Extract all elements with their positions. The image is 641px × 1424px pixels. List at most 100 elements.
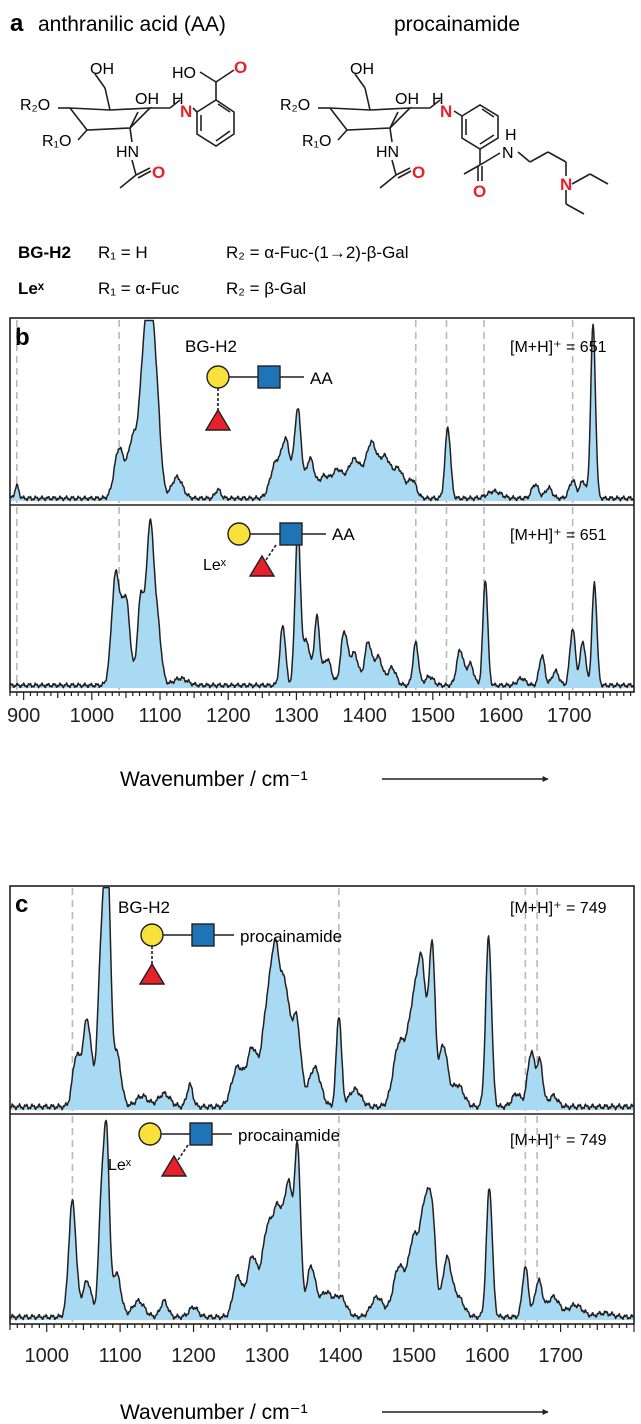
legend-name-lex: Leˣ bbox=[18, 279, 45, 298]
x-tick-label: 1200 bbox=[171, 1345, 216, 1367]
x-tick-label: 1000 bbox=[24, 1345, 69, 1367]
panel-b-bottom-glycan: AA Leˣ bbox=[203, 522, 355, 577]
spectrum-area-Leˣ bbox=[10, 519, 634, 688]
n-label-4: N bbox=[560, 175, 572, 194]
panel-c-bottom bbox=[9, 1116, 635, 1322]
spectrum-line-Leˣ bbox=[9, 518, 635, 689]
o-label-3: O bbox=[412, 163, 425, 182]
r2o-label-1: R₂O bbox=[20, 97, 50, 114]
panel-c-top-glycan: BG-H2 procainamide bbox=[118, 898, 342, 985]
aa-title: anthranilic acid (AA) bbox=[38, 13, 226, 36]
x-tick-label: 1700 bbox=[547, 705, 592, 727]
x-tick-label: 1000 bbox=[70, 705, 115, 727]
panel-a: a anthranilic acid (AA) procainamide bbox=[10, 10, 609, 298]
legend-r1-bgh2: R₁ = H bbox=[98, 243, 148, 262]
panel-c-bottom-mass: [M+H]⁺ = 749 bbox=[510, 1132, 607, 1149]
spectrum-area-BG-H2 bbox=[10, 887, 634, 1110]
x-tick-label: 1500 bbox=[392, 1345, 437, 1367]
glcnac-icon bbox=[189, 1122, 213, 1146]
panel-b-bottom bbox=[9, 507, 635, 690]
panel-c-frame bbox=[9, 885, 635, 1325]
x-tick-label: 1200 bbox=[206, 705, 251, 727]
panel-b-bottom-label: AA bbox=[332, 525, 355, 544]
panel-c-bottom-label: procainamide bbox=[238, 1126, 340, 1145]
oh-label-2: OH bbox=[135, 91, 159, 108]
n-label-3: N bbox=[502, 145, 514, 162]
r2o-label-2: R₂O bbox=[280, 97, 310, 114]
o-label-1: O bbox=[152, 163, 165, 182]
spectrum-area-Leˣ bbox=[10, 1120, 634, 1320]
h-label-2: H bbox=[432, 91, 444, 108]
x-tick-label: 1700 bbox=[538, 1345, 583, 1367]
x-tick-label: 1400 bbox=[318, 1345, 363, 1367]
x-tick-label: 1500 bbox=[411, 705, 456, 727]
panel-b-x-label: Wavenumber / cm⁻¹ bbox=[120, 768, 308, 791]
hn-label-1: HN bbox=[116, 144, 139, 161]
panel-b-bottom-mass: [M+H]⁺ = 651 bbox=[510, 527, 607, 544]
panel-c: 1000 1100 1200 1300 1400 1500 1600 1700 c BG-H2… bbox=[9, 885, 635, 1424]
galactose-icon bbox=[138, 1122, 162, 1146]
x-tick-label: 1600 bbox=[465, 1345, 510, 1367]
h-label-3: H bbox=[505, 127, 517, 144]
panel-b-top-glycan-name: BG-H2 bbox=[185, 337, 237, 356]
panel-c-x-label: Wavenumber / cm⁻¹ bbox=[120, 1401, 308, 1424]
panel-b-letter: b bbox=[15, 324, 30, 351]
spectrum-line-Leˣ bbox=[9, 1119, 635, 1321]
h-label-1: H bbox=[172, 91, 184, 108]
panel-b-bottom-glycan-name: Leˣ bbox=[203, 557, 227, 574]
fucose-icon bbox=[204, 408, 232, 431]
oh-label-4: OH bbox=[395, 91, 419, 108]
fucose-icon bbox=[248, 554, 276, 577]
panel-b-top bbox=[9, 319, 635, 503]
x-tick-label: 1600 bbox=[479, 705, 524, 727]
panel-a-letter: a bbox=[10, 10, 24, 37]
r1o-label-2: R₁O bbox=[302, 133, 331, 150]
glcnac-icon bbox=[279, 522, 303, 546]
panel-c-top-glycan-name: BG-H2 bbox=[118, 898, 170, 917]
legend-r2-lex: R₂ = β-Gal bbox=[226, 279, 306, 298]
x-tick-label: 1100 bbox=[139, 705, 182, 727]
x-tick-label: 900 bbox=[7, 705, 40, 727]
panel-c-x-axis: 1000 1100 1200 1300 1400 1500 1600 1700 bbox=[9, 1324, 635, 1367]
panel-c-bottom-glycan: procainamide Leˣ bbox=[108, 1122, 340, 1177]
panel-c-bottom-glycan-name: Leˣ bbox=[108, 1157, 132, 1174]
o-label-2: O bbox=[234, 58, 247, 77]
galactose-icon bbox=[206, 365, 230, 389]
panel-b-top-glycan: BG-H2 AA bbox=[185, 337, 333, 431]
spectrum-line-BG-H2 bbox=[9, 319, 635, 502]
panel-b-x-axis: 900 1000 1100 1200 1300 1400 1500 1600 1700 bbox=[7, 692, 632, 727]
fucose-icon bbox=[160, 1154, 188, 1177]
n-label-1: N bbox=[180, 102, 192, 121]
panel-b: 900 1000 1100 1200 1300 1400 1500 1600 1700 b BG… bbox=[7, 317, 635, 791]
legend-name-bgh2: BG-H2 bbox=[18, 243, 71, 262]
glcnac-icon bbox=[257, 365, 281, 389]
legend-r2-bgh2: R₂ = α-Fuc-(1→2)-β-Gal bbox=[226, 243, 409, 262]
glcnac-icon bbox=[191, 923, 215, 947]
procainamide-title: procainamide bbox=[394, 13, 520, 36]
panel-b-top-label: AA bbox=[310, 369, 333, 388]
panel-c-top-mass: [M+H]⁺ = 749 bbox=[510, 900, 607, 917]
hn-label-2: HN bbox=[376, 144, 399, 161]
panel-c-letter: c bbox=[15, 891, 28, 918]
oh-label-1: OH bbox=[90, 61, 114, 78]
x-tick-label: 1300 bbox=[274, 705, 319, 727]
n-label-2: N bbox=[440, 102, 452, 121]
fucose-icon bbox=[138, 962, 166, 985]
panel-b-top-mass: [M+H]⁺ = 651 bbox=[510, 339, 607, 356]
legend-r1-lex: R₁ = α-Fuc bbox=[98, 279, 180, 298]
panel-c-top bbox=[9, 886, 635, 1112]
aa-structure bbox=[58, 69, 235, 189]
spectrum-line-BG-H2 bbox=[9, 886, 635, 1111]
x-tick-label: 1300 bbox=[245, 1345, 290, 1367]
x-tick-label: 1100 bbox=[99, 1345, 142, 1367]
x-tick-label: 1400 bbox=[342, 705, 387, 727]
procainamide-structure bbox=[318, 73, 609, 215]
galactose-icon bbox=[140, 923, 164, 947]
o-label-4: O bbox=[473, 182, 486, 201]
oh-label-3: OH bbox=[350, 61, 374, 78]
galactose-icon bbox=[227, 522, 251, 546]
ho-label-1: HO bbox=[172, 65, 196, 82]
panel-c-top-label: procainamide bbox=[240, 927, 342, 946]
r1o-label-1: R₁O bbox=[42, 133, 71, 150]
